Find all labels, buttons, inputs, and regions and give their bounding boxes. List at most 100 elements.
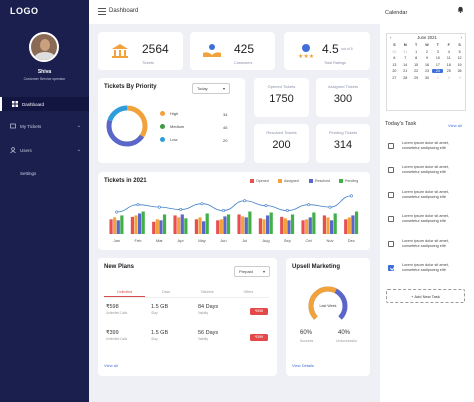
calendar-day[interactable]: 17 <box>435 62 440 67</box>
calendar-day[interactable]: 15 <box>414 62 419 67</box>
calendar-day[interactable]: 16 <box>424 62 429 67</box>
plan-price-sub: Unlimited Calls <box>106 311 128 315</box>
task-checkbox[interactable] <box>388 216 394 223</box>
weekday-label: W <box>425 43 429 47</box>
upsell-fail-label: Unsuccessful <box>336 339 357 343</box>
priority-value: 34 <box>223 112 228 117</box>
calendar-day[interactable]: 23 <box>424 69 429 73</box>
calendar-day[interactable]: 2 <box>425 49 428 54</box>
plan-buy-button[interactable]: ₹399 <box>250 334 268 341</box>
calendar-day[interactable]: 26 <box>457 69 462 73</box>
calendar-day[interactable]: 7 <box>404 56 407 60</box>
calendar-day[interactable]: 11 <box>446 56 451 60</box>
priority-card: Tickets By Priority Today ▾ High 34 Mediu… <box>98 78 245 163</box>
calendar-day[interactable]: 6 <box>393 56 396 60</box>
calendar-day[interactable]: 10 <box>435 56 440 60</box>
bell-icon[interactable] <box>457 6 464 13</box>
mini-card-title: Pending Tickets <box>328 130 358 135</box>
calendar-day[interactable]: 5 <box>458 49 461 54</box>
stat-label: Customers <box>234 61 253 65</box>
task-checkbox[interactable] <box>388 240 394 247</box>
trend-point <box>307 203 311 207</box>
task-checkbox[interactable] <box>388 265 394 271</box>
tab-data[interactable]: Data <box>162 290 170 294</box>
task-checkbox[interactable] <box>388 143 394 149</box>
card-title: Tickets By Priority <box>104 84 157 90</box>
tab-offers[interactable]: Offers <box>243 290 254 294</box>
upsell-view-details-link[interactable]: View Details <box>292 363 314 368</box>
sidebar-item-my-tickets[interactable]: My Tickets ⌄ <box>0 119 89 133</box>
tasks-view-all-link[interactable]: View all <box>448 123 462 128</box>
legend-resolved: Resolved <box>309 179 330 183</box>
stat-suffix: out of 5 <box>341 47 353 51</box>
add-task-button[interactable]: + Add New Task <box>386 289 465 303</box>
bar-pending-nov <box>333 213 337 234</box>
bar-pending-dec <box>354 211 359 234</box>
calendar-day[interactable]: 31 <box>403 49 408 54</box>
bar-opened-jan <box>109 219 113 234</box>
plan-price-sub: Unlimited Calls <box>106 337 128 341</box>
upsell-fail-value: 40% <box>338 330 351 336</box>
legend-label: Opened <box>256 179 269 183</box>
plan-data-sub: /Day <box>151 311 158 315</box>
calendar-day[interactable]: 28 <box>403 75 408 80</box>
page-title: Dashboard <box>109 8 139 14</box>
calendar-day[interactable]: 20 <box>392 69 397 73</box>
calendar-day[interactable]: 12 <box>457 56 462 60</box>
calendar-day[interactable]: 3 <box>436 49 439 54</box>
mini-card-title: Opened Tickets <box>267 84 296 89</box>
legend-pending: Pending <box>339 179 358 183</box>
plan-price: ₹598 <box>106 304 119 310</box>
calendar-day[interactable]: 1 <box>415 49 418 54</box>
plan-buy-button[interactable]: ₹598 <box>250 308 268 315</box>
calendar-day[interactable]: 18 <box>446 62 451 67</box>
calendar-day[interactable]: 30 <box>424 75 429 80</box>
priority-filter-select[interactable]: Today ▾ <box>192 83 230 94</box>
menu-icon[interactable] <box>98 8 106 15</box>
x-tick-label: Sep <box>284 238 292 243</box>
calendar-day[interactable]: 19 <box>457 62 462 67</box>
calendar-day[interactable]: 24 <box>432 69 444 73</box>
bar-pending-aug <box>269 212 273 234</box>
legend-label: Assigned <box>284 179 299 183</box>
calendar-day[interactable]: 30 <box>392 49 397 54</box>
avatar[interactable] <box>29 32 59 62</box>
bar-opened-jul <box>237 214 241 234</box>
tab-unlimited[interactable]: Unlimited <box>104 288 146 297</box>
calendar-day[interactable]: 27 <box>392 75 397 80</box>
calendar-day[interactable]: 9 <box>425 56 428 60</box>
calendar-day[interactable]: 2 <box>447 75 450 80</box>
task-checkbox[interactable] <box>388 167 394 174</box>
sidebar-item-settings[interactable]: Settings <box>0 166 89 180</box>
calendar-day[interactable]: 8 <box>415 56 418 60</box>
trend-point <box>243 199 247 203</box>
tab-talktime[interactable]: Talktime <box>200 290 214 294</box>
calendar-grid: S M T W T F S 30 31 1 2 3 4 5 6 7 8 9 10 11 12 13 14 15 16 17 18 19… <box>389 43 465 80</box>
task-text: Lorem ipsum dolor sit amet, consetetur s… <box>402 141 449 150</box>
plans-view-all-link[interactable]: View all <box>104 363 118 368</box>
calendar-day[interactable]: 3 <box>458 75 461 80</box>
donut-ring-low <box>106 105 148 147</box>
calendar-day[interactable]: 22 <box>414 69 419 73</box>
calendar-day[interactable]: 1 <box>436 75 439 80</box>
chevron-left-icon[interactable]: ‹ <box>390 35 392 40</box>
plans-filter-select[interactable]: Prepaid ▾ <box>234 266 270 277</box>
calendar-day[interactable]: 25 <box>446 69 451 73</box>
bar-pending-jul <box>248 211 252 234</box>
task-checkbox[interactable] <box>388 191 394 198</box>
calendar-day[interactable]: 21 <box>403 69 408 73</box>
calendar-day[interactable]: 13 <box>392 62 397 67</box>
bar-assigned-jan <box>113 217 117 234</box>
upsell-success-label: Success <box>300 339 314 343</box>
sidebar-item-users[interactable]: Users ⌄ <box>0 143 89 157</box>
bar-resolved-jan <box>116 220 120 234</box>
chevron-right-icon[interactable]: › <box>460 35 463 40</box>
task-text: Lorem ipsum dolor sit amet, consetetur s… <box>402 189 449 199</box>
chevron-down-icon: ▾ <box>222 86 225 91</box>
sidebar-item-dashboard[interactable]: Dashboard <box>0 97 89 111</box>
calendar-day[interactable]: 14 <box>403 62 408 67</box>
calendar-day[interactable]: 29 <box>414 75 419 80</box>
calendar-day[interactable]: 4 <box>447 49 450 54</box>
priority-label: High <box>170 111 179 116</box>
bar-opened-aug <box>258 218 262 234</box>
